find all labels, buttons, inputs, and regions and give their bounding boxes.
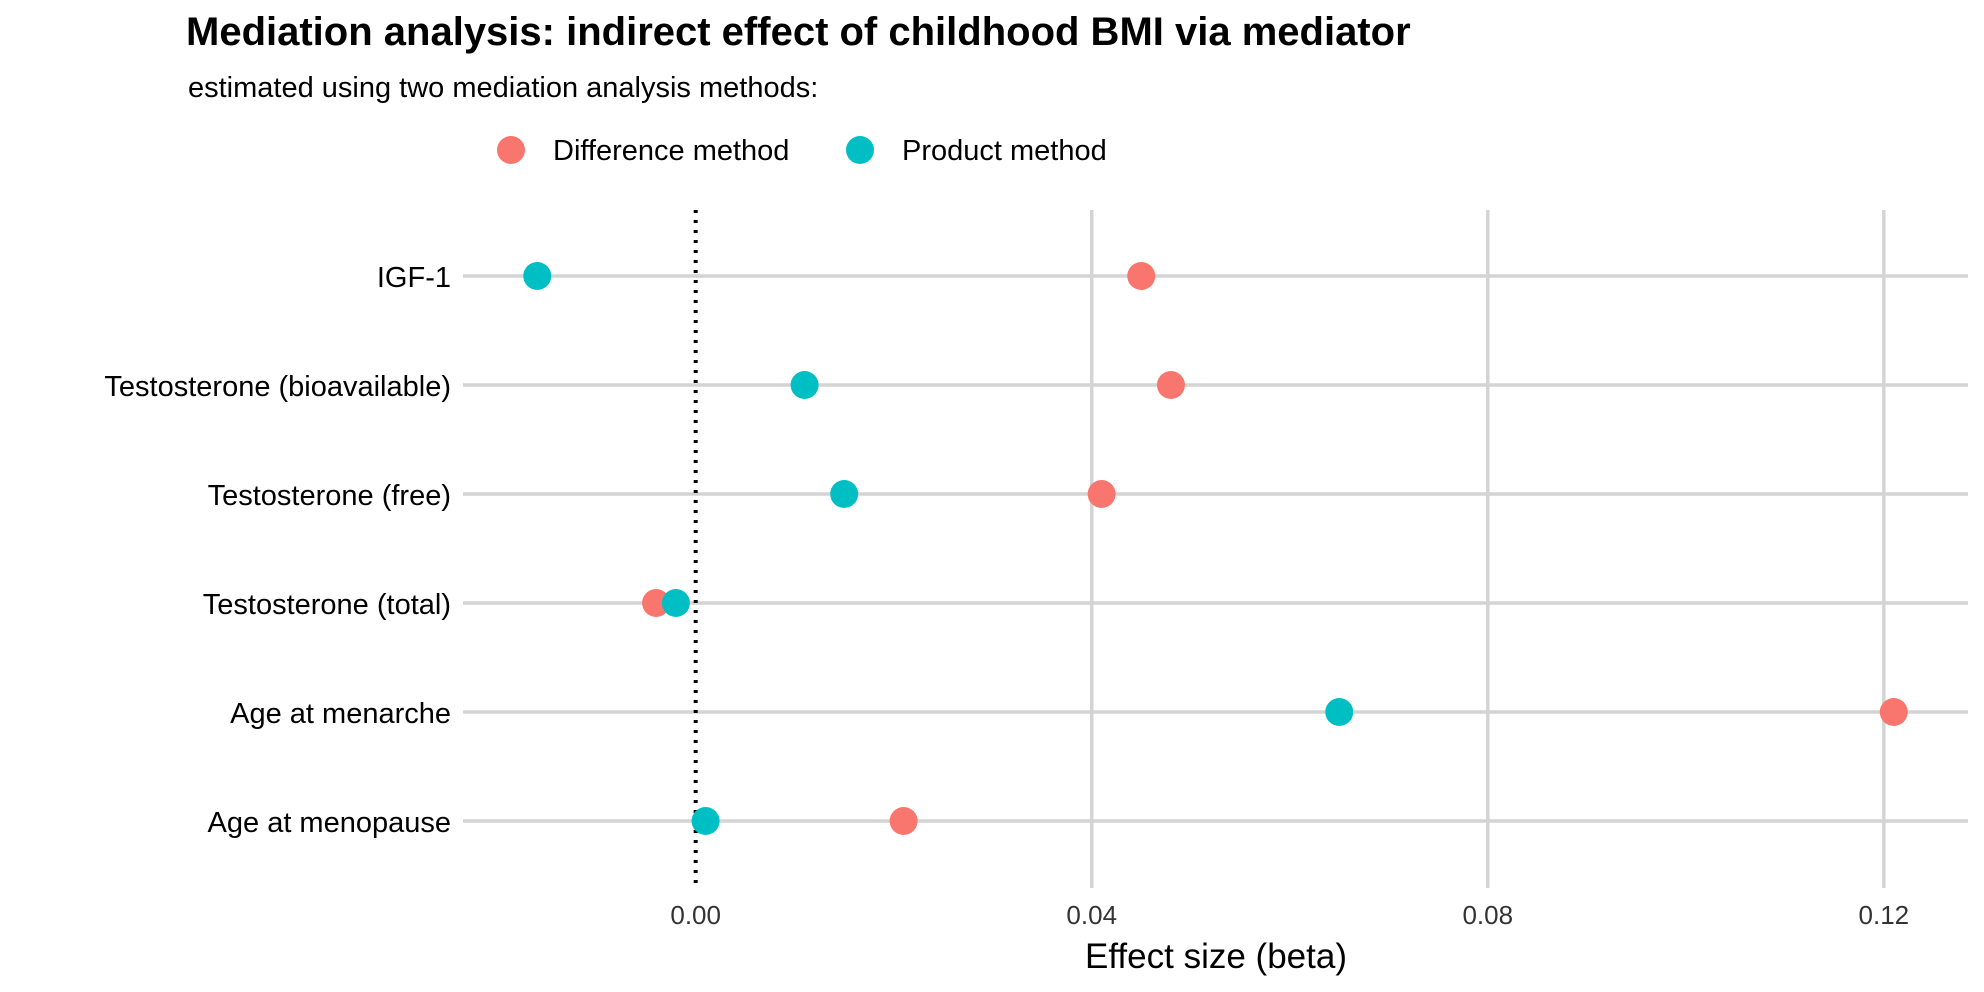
data-point — [1127, 262, 1156, 290]
data-point — [1087, 480, 1116, 508]
x-axis-title: Effect size (beta) — [1085, 937, 1347, 976]
data-point — [642, 589, 671, 617]
data-point — [889, 807, 918, 835]
legend-marker — [846, 136, 874, 164]
data-point — [691, 807, 720, 835]
chart-subtitle: estimated using two mediation analysis m… — [188, 72, 819, 104]
x-tick-label: 0.00 — [670, 900, 721, 930]
legend-item: Difference method — [497, 135, 789, 167]
data-point — [1156, 371, 1185, 399]
y-tick-label: Testosterone (total) — [203, 589, 451, 621]
y-tick-label: Testosterone (bioavailable) — [104, 371, 451, 403]
legend-marker — [497, 136, 525, 164]
x-axis-tick-labels: 0.00 0.04 0.08 0.12 — [670, 900, 1909, 930]
x-tick-label: 0.12 — [1859, 900, 1910, 930]
y-tick-label: Age at menopause — [208, 807, 451, 839]
y-tick-label: Testosterone (free) — [208, 480, 451, 512]
data-point — [661, 589, 690, 617]
data-point — [790, 371, 819, 399]
chart-title: Mediation analysis: indirect effect of c… — [186, 10, 1411, 54]
legend-item: Product method — [846, 135, 1107, 167]
y-tick-label: Age at menarche — [230, 698, 451, 730]
legend: Difference method Product method — [497, 135, 1107, 167]
data-points — [523, 262, 1908, 835]
legend-label: Difference method — [553, 135, 789, 167]
y-tick-label: IGF-1 — [377, 262, 451, 294]
y-axis-labels: IGF-1 Testosterone (bioavailable) Testoste… — [104, 262, 451, 839]
data-point — [830, 480, 859, 508]
data-point — [1879, 698, 1908, 726]
data-point — [1325, 698, 1354, 726]
gridlines — [463, 210, 1968, 888]
x-tick-label: 0.08 — [1462, 900, 1513, 930]
data-point — [523, 262, 552, 290]
legend-label: Product method — [902, 135, 1107, 167]
x-tick-label: 0.04 — [1066, 900, 1117, 930]
